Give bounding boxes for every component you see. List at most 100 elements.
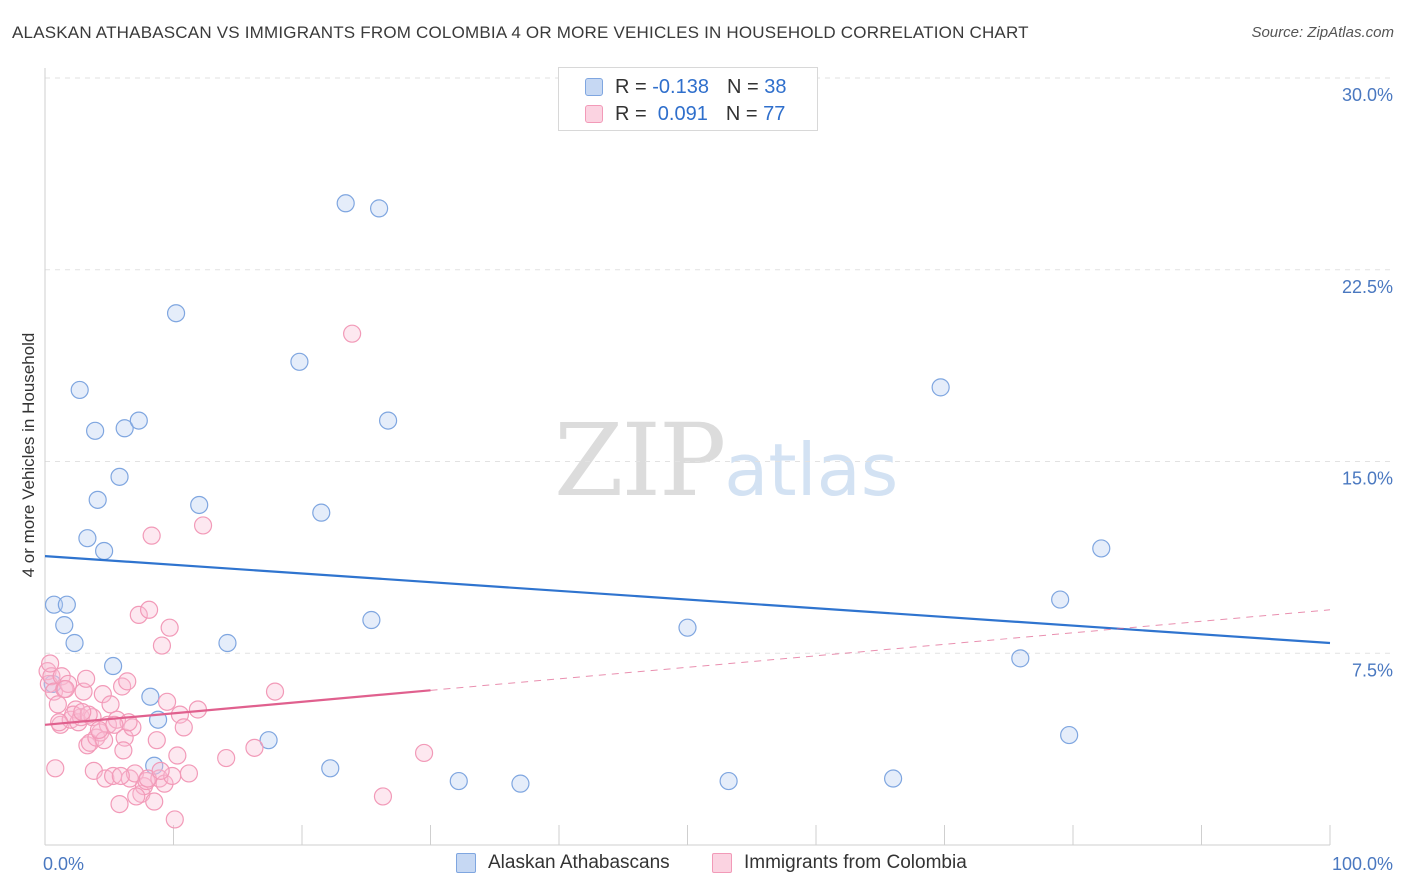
point-athabascan — [678, 618, 697, 637]
point-colombia — [139, 600, 159, 619]
point-athabascan — [321, 759, 340, 778]
trend-line-colombia-extension — [430, 609, 1331, 691]
point-colombia — [188, 700, 208, 719]
point-colombia — [93, 685, 112, 704]
point-athabascan — [290, 352, 309, 371]
legend-row-colombia: R = 0.091 N = 77 — [585, 102, 785, 126]
point-colombia — [59, 674, 78, 694]
trend-line-colombia — [44, 689, 431, 726]
point-colombia — [129, 605, 148, 625]
point-athabascan — [70, 380, 89, 400]
source-label: Source: ZipAtlas.com — [1251, 24, 1394, 41]
legend-n-label: N = — [725, 102, 764, 125]
point-athabascan — [88, 490, 107, 509]
point-colombia — [110, 794, 129, 814]
trend-lines — [44, 554, 1331, 726]
point-colombia — [95, 731, 114, 750]
x-tick-label: 0.0% — [43, 854, 84, 874]
series-label-colombia: Immigrants from Colombia — [744, 852, 967, 873]
point-athabascan — [166, 304, 186, 323]
legend-row-athabascan: R = -0.138 N = 38 — [585, 75, 786, 99]
x-tick-label: 100.0% — [1332, 854, 1393, 874]
point-athabascan — [110, 467, 129, 486]
legend-swatch-colombia — [585, 105, 603, 123]
legend-r-label: R = — [615, 75, 653, 98]
correlation-legend: R = -0.138 N = 38 R = 0.091 N = 77 — [558, 67, 818, 131]
point-colombia — [174, 718, 193, 737]
point-colombia — [118, 672, 137, 691]
point-colombia — [89, 720, 109, 740]
watermark-atlas: atlas — [724, 428, 899, 512]
point-athabascan — [1092, 539, 1111, 558]
point-athabascan — [362, 610, 381, 630]
point-colombia — [112, 677, 132, 696]
point-colombia — [179, 764, 199, 783]
point-athabascan — [931, 378, 950, 397]
point-colombia — [114, 741, 133, 760]
point-athabascan — [44, 595, 64, 614]
data-points — [38, 194, 1111, 829]
trend-line-athabascan — [44, 554, 1331, 645]
point-athabascan — [449, 771, 468, 791]
axis-labels: 7.5% 15.0% 22.5% 30.0% 0.0% 100.0% 4 or more V… — [19, 85, 1393, 874]
point-athabascan — [511, 774, 530, 793]
legend-n-value: 38 — [764, 75, 787, 98]
point-colombia — [168, 746, 187, 765]
point-colombia — [77, 669, 96, 688]
legend-n-value: 77 — [763, 102, 786, 125]
watermark: ZIPatlas — [554, 402, 898, 519]
grid-lines — [45, 77, 1392, 654]
point-colombia — [217, 748, 236, 768]
point-colombia — [414, 743, 434, 763]
point-colombia — [101, 695, 120, 714]
point-colombia — [193, 516, 213, 535]
series-legend-colombia: Immigrants from Colombia — [712, 852, 967, 874]
point-colombia — [73, 702, 92, 722]
legend-r-label: R = — [615, 102, 653, 125]
point-colombia — [157, 692, 177, 711]
series-label-athabascan: Alaskan Athabascans — [488, 852, 670, 873]
point-colombia — [245, 738, 264, 757]
series-legend: Alaskan Athabascans Immigrants from Colo… — [0, 852, 1406, 878]
point-colombia — [56, 679, 75, 699]
point-colombia — [48, 695, 67, 714]
y-tick-label: 15.0% — [1342, 469, 1393, 489]
point-colombia — [41, 654, 60, 673]
point-athabascan — [78, 529, 97, 548]
point-athabascan — [57, 595, 76, 614]
point-athabascan — [115, 419, 134, 438]
point-athabascan — [378, 411, 398, 430]
point-athabascan — [129, 411, 148, 430]
point-colombia — [111, 766, 130, 786]
point-colombia — [265, 682, 285, 701]
point-athabascan — [1060, 725, 1079, 745]
point-athabascan — [883, 769, 903, 788]
point-athabascan — [370, 199, 389, 218]
point-colombia — [343, 324, 362, 343]
point-colombia — [142, 526, 161, 545]
point-athabascan — [1051, 590, 1070, 609]
point-athabascan — [259, 731, 278, 750]
legend-r-value: 0.091 — [652, 102, 708, 125]
point-colombia — [127, 787, 146, 806]
point-athabascan — [86, 421, 105, 440]
y-tick-label: 22.5% — [1342, 277, 1393, 297]
point-athabascan — [141, 687, 160, 706]
point-athabascan — [95, 541, 114, 561]
point-athabascan — [104, 656, 123, 676]
point-athabascan — [719, 771, 738, 791]
point-athabascan — [218, 633, 237, 653]
y-tick-label: 7.5% — [1352, 660, 1393, 680]
point-colombia — [105, 715, 124, 734]
point-athabascan — [190, 495, 209, 515]
point-colombia — [147, 731, 166, 750]
point-colombia — [160, 618, 179, 637]
point-athabascan — [336, 194, 355, 213]
legend-r-value: -0.138 — [652, 75, 709, 98]
watermark-zip: ZIP — [554, 402, 726, 519]
series-swatch-colombia — [712, 853, 732, 873]
point-colombia — [151, 761, 170, 780]
point-athabascan — [65, 633, 84, 653]
point-athabascan — [55, 616, 74, 635]
